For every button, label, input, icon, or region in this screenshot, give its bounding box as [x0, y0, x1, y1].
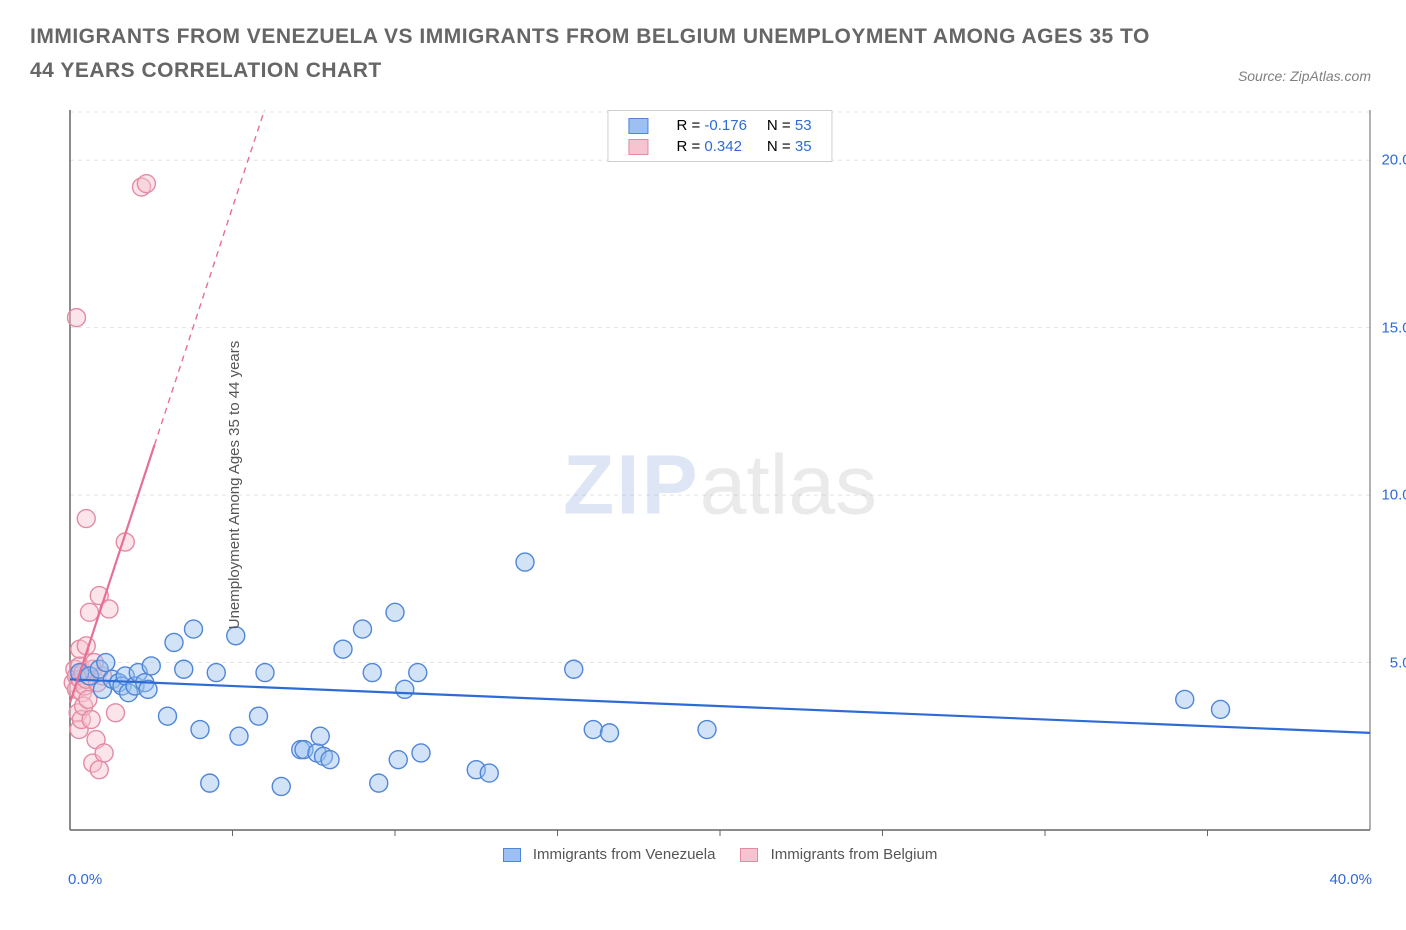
n-label: N =	[767, 138, 791, 155]
n-value-venezuela: 53	[795, 117, 812, 134]
series-legend: Immigrants from Venezuela Immigrants fro…	[70, 846, 1370, 863]
y-axis-label: Unemployment Among Ages 35 to 44 years	[226, 341, 243, 630]
legend-label-venezuela: Immigrants from Venezuela	[533, 846, 716, 863]
r-label: R =	[676, 117, 700, 134]
y-tick-label: 5.0%	[1390, 654, 1406, 671]
y-tick-label: 15.0%	[1381, 319, 1406, 336]
legend-row-belgium: R = 0.342 N = 35	[618, 136, 821, 157]
n-label: N =	[767, 117, 791, 134]
x-axis-min-label: 0.0%	[68, 871, 102, 888]
y-tick-label: 20.0%	[1381, 152, 1406, 169]
legend-row-venezuela: R = -0.176 N = 53	[618, 115, 821, 136]
plot-area: Unemployment Among Ages 35 to 44 years Z…	[70, 110, 1370, 860]
n-value-belgium: 35	[795, 138, 812, 155]
legend-label-belgium: Immigrants from Belgium	[771, 846, 938, 863]
y-tick-label: 10.0%	[1381, 487, 1406, 504]
swatch-belgium-icon	[740, 848, 758, 862]
chart-title: IMMIGRANTS FROM VENEZUELA VS IMMIGRANTS …	[30, 20, 1180, 87]
source-label: Source: ZipAtlas.com	[1238, 68, 1371, 84]
r-value-belgium: 0.342	[704, 138, 742, 155]
x-axis-max-label: 40.0%	[1329, 871, 1372, 888]
scatter-svg	[70, 110, 1370, 830]
correlation-legend: R = -0.176 N = 53 R = 0.342 N = 35	[607, 110, 832, 162]
swatch-venezuela-icon	[503, 848, 521, 862]
swatch-belgium	[628, 139, 648, 155]
r-label: R =	[676, 138, 700, 155]
swatch-venezuela	[628, 118, 648, 134]
r-value-venezuela: -0.176	[704, 117, 747, 134]
